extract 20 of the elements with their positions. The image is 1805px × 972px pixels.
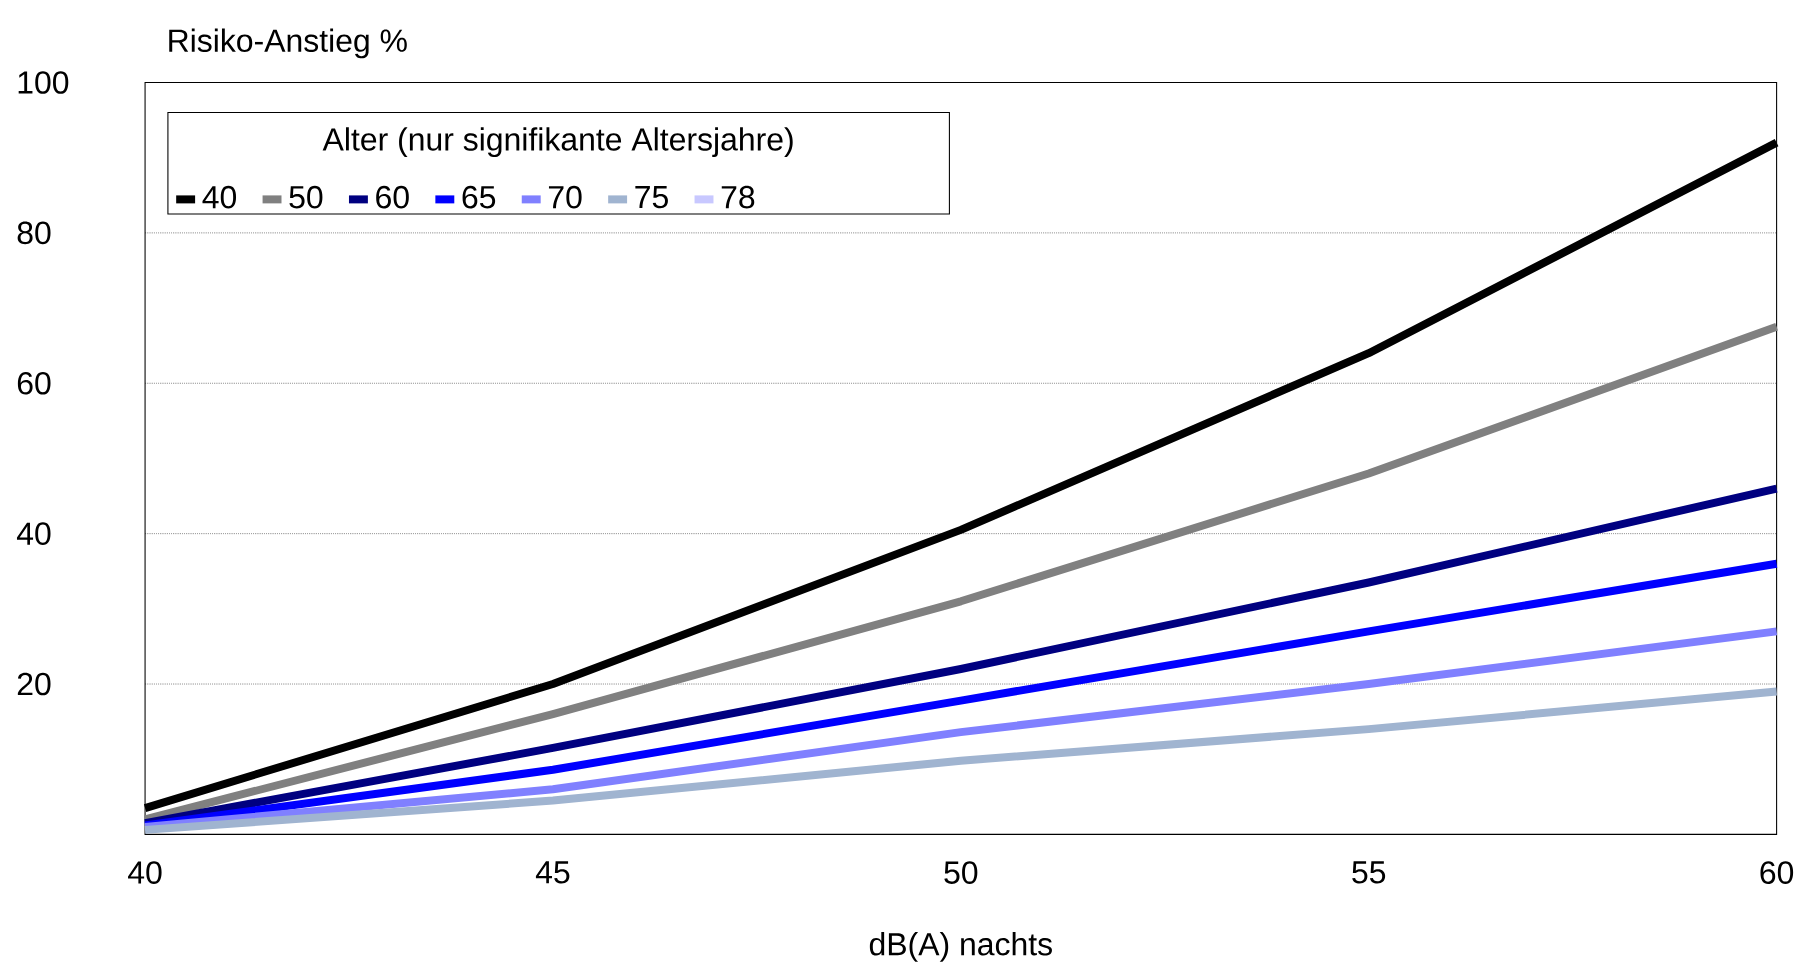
legend-label: 40 <box>202 185 237 209</box>
legend-title: Alter (nur signifikante Altersjahre) <box>322 127 793 157</box>
x-tick-label: 45 <box>535 861 570 884</box>
x-tick-label: 50 <box>944 861 978 884</box>
legend-label: 60 <box>376 185 409 209</box>
y-tick-label: 40 <box>16 522 51 545</box>
y-tick-label: 20 <box>17 672 51 696</box>
x-axis-title: dB(A) nachts <box>869 931 1052 962</box>
legend-label: 78 <box>721 185 755 209</box>
y-tick-label: 100 <box>18 70 69 94</box>
legend-label: 70 <box>548 185 582 209</box>
x-tick-label: 60 <box>1760 861 1794 884</box>
x-tick-label: 55 <box>1352 861 1386 884</box>
y-tick-label: 60 <box>17 371 51 395</box>
legend-label: 50 <box>289 185 323 209</box>
x-tick-label: 40 <box>128 861 162 884</box>
y-axis-title: Risiko-Anstieg % <box>169 28 407 59</box>
y-tick-label: 80 <box>17 221 51 244</box>
legend-label: 65 <box>462 185 496 209</box>
legend-label: 75 <box>635 185 668 209</box>
